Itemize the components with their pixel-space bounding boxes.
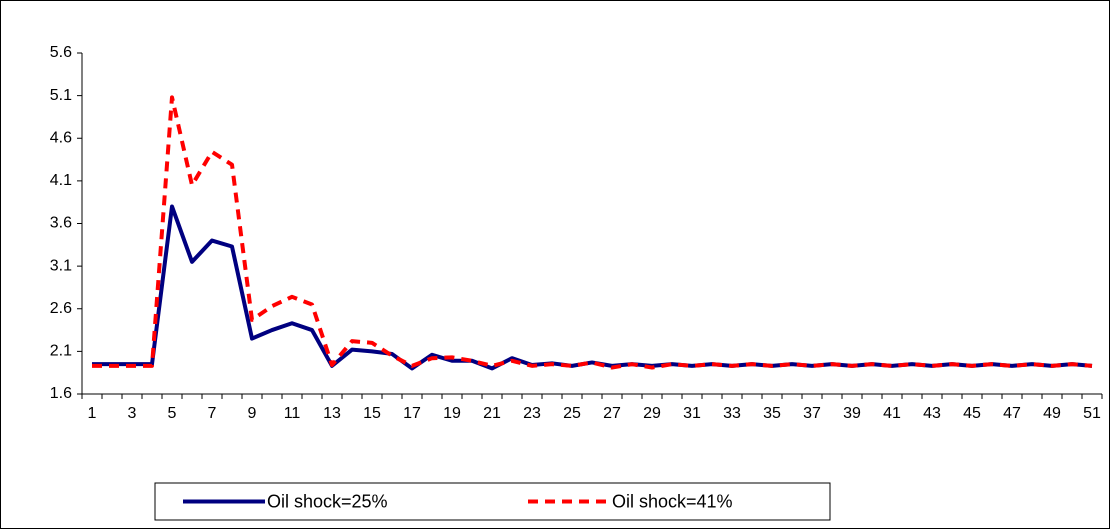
x-tick-label: 39 (843, 405, 861, 422)
x-tick-label: 29 (643, 405, 661, 422)
x-tick-label: 19 (443, 405, 461, 422)
x-tick-label: 45 (963, 405, 981, 422)
x-tick-label: 33 (723, 405, 741, 422)
x-tick-label: 3 (128, 405, 137, 422)
y-tick-label: 5.6 (50, 44, 72, 61)
x-tick-label: 9 (248, 405, 257, 422)
x-tick-label: 7 (208, 405, 217, 422)
x-tick-label: 51 (1083, 405, 1101, 422)
y-tick-label: 3.1 (50, 257, 72, 274)
x-tick-label: 35 (763, 405, 781, 422)
legend-box (154, 482, 831, 521)
y-tick-label: 2.6 (50, 300, 72, 317)
x-tick-label: 5 (168, 405, 177, 422)
y-tick-label: 4.1 (50, 172, 72, 189)
y-tick-label: 2.1 (50, 343, 72, 360)
x-tick-label: 13 (323, 405, 341, 422)
x-tick-label: 31 (683, 405, 701, 422)
legend-label: Oil shock=25% (267, 491, 388, 511)
x-tick-label: 17 (403, 405, 421, 422)
legend-label: Oil shock=41% (612, 491, 733, 511)
y-tick-label: 1.6 (50, 385, 72, 402)
x-tick-label: 25 (563, 405, 581, 422)
x-tick-label: 23 (523, 405, 541, 422)
x-tick-label: 11 (284, 405, 301, 422)
x-tick-label: 27 (603, 405, 621, 422)
x-tick-label: 37 (803, 405, 821, 422)
x-tick-label: 49 (1043, 405, 1061, 422)
y-tick-label: 4.6 (50, 129, 72, 146)
y-tick-label: 3.6 (50, 215, 72, 232)
y-tick-label: 5.1 (50, 87, 72, 104)
x-tick-label: 1 (88, 405, 97, 422)
x-tick-label: 21 (483, 405, 501, 422)
x-tick-label: 47 (1003, 405, 1021, 422)
series-line (92, 204, 1093, 371)
x-tick-label: 43 (923, 405, 941, 422)
series-line (92, 95, 1093, 370)
x-tick-label: 41 (883, 405, 901, 422)
x-tick-label: 15 (363, 405, 381, 422)
